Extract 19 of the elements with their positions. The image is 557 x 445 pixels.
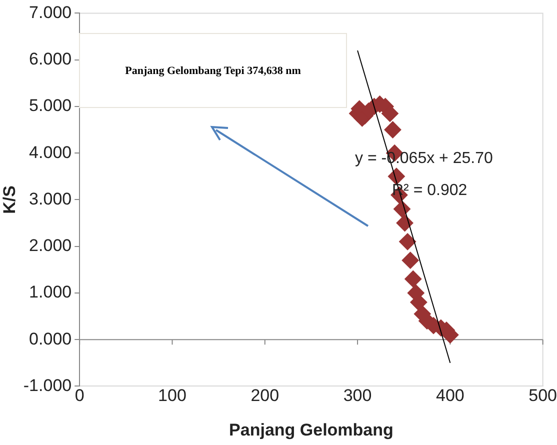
y-tick-label: 5.000	[29, 96, 72, 116]
x-tick-label: 400	[436, 386, 464, 406]
x-axis-title: Panjang Gelombang	[229, 420, 394, 440]
annotation: R² = 0.902	[392, 182, 468, 200]
x-tick-label: 300	[343, 386, 372, 406]
x-tick-label: 100	[158, 386, 186, 406]
text-box: Panjang Gelombang Tepi 374,638 nm	[79, 33, 347, 108]
y-tick-label: 3.000	[29, 189, 72, 208]
y-axis-title: K/S	[0, 186, 19, 214]
x-tick-label: 200	[250, 386, 280, 406]
y-tick-label: -1.000	[23, 376, 72, 395]
y-tick-label: 2.000	[29, 236, 72, 256]
y-tick-label: 6.000	[29, 50, 72, 69]
y-tick-label: 7.000	[29, 2, 72, 22]
y-tick-label: 1.000	[29, 282, 72, 302]
y-tick-label: 0.000	[29, 329, 72, 348]
y-tick-label: 4.000	[29, 142, 72, 162]
x-tick-label: 0	[74, 386, 84, 406]
x-tick-label: 500	[528, 386, 557, 406]
